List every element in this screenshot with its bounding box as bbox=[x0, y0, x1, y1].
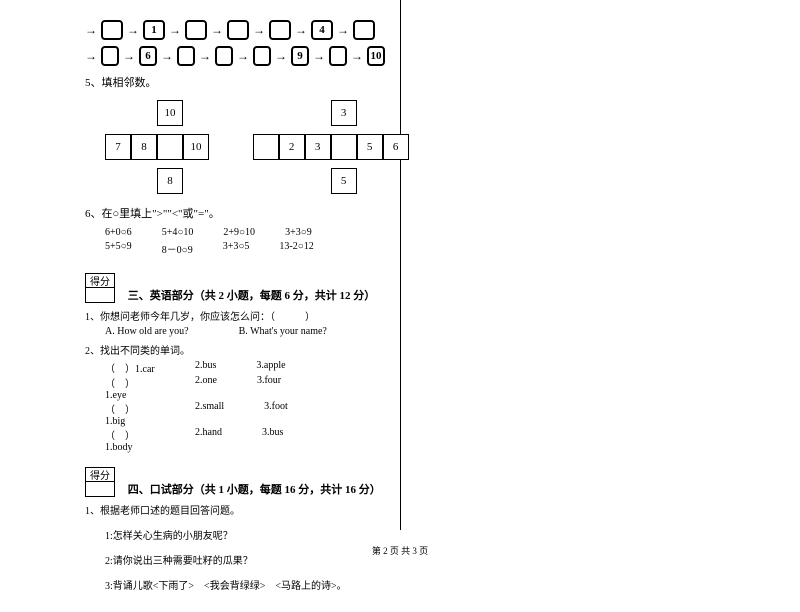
section-4-title: 四、口试部分（共 1 小题，每题 16 分，共计 16 分） bbox=[128, 484, 381, 496]
question-6-label: 6、在○里填上">""<"或"="。 bbox=[85, 205, 385, 221]
compare-item: 13-2○12 bbox=[279, 241, 313, 256]
arrow-icon: → bbox=[351, 49, 363, 64]
word-item: 2.bus bbox=[195, 360, 216, 375]
cell: 8 bbox=[157, 168, 183, 194]
seq-box: 9 bbox=[291, 46, 309, 66]
word-item: （ ）1.car bbox=[105, 360, 155, 375]
section-4-header: 得分 四、口试部分（共 1 小题，每题 16 分，共计 16 分） bbox=[85, 453, 385, 497]
word-row: （ ）1.body 2.hand 3.bus bbox=[105, 427, 385, 453]
score-box: 得分 bbox=[85, 273, 115, 303]
word-item: 2.small bbox=[195, 401, 224, 427]
compare-item: 5+5○9 bbox=[105, 241, 132, 256]
cell bbox=[157, 134, 183, 160]
compare-item: 6+0○6 bbox=[105, 227, 132, 238]
cell: 3 bbox=[305, 134, 331, 160]
seq-box bbox=[253, 46, 271, 66]
cross-1: 10 7 8 10 8 bbox=[105, 100, 213, 195]
score-label: 得分 bbox=[86, 468, 114, 482]
compare-item: 8－0○9 bbox=[162, 241, 193, 256]
seq-box: 10 bbox=[367, 46, 385, 66]
arrow-icon: → bbox=[169, 23, 181, 38]
arrow-icon: → bbox=[123, 49, 135, 64]
word-row: （ ）1.car 2.bus 3.apple bbox=[105, 360, 385, 375]
option-b: B. What's your name? bbox=[239, 326, 327, 337]
seq-box bbox=[101, 46, 119, 66]
score-box: 得分 bbox=[85, 467, 115, 497]
sequence-row-2: → → 6 → → → → 9 → → 10 bbox=[85, 46, 385, 66]
arrow-icon: → bbox=[313, 49, 325, 64]
word-item: 2.one bbox=[195, 375, 217, 401]
arrow-icon: → bbox=[275, 49, 287, 64]
seq-box: 6 bbox=[139, 46, 157, 66]
option-a: A. How old are you? bbox=[105, 326, 189, 337]
arrow-icon: → bbox=[253, 23, 265, 38]
word-row: （ ）1.big 2.small 3.foot bbox=[105, 401, 385, 427]
oral-item: 3:背诵儿歌<下雨了> <我会背绿绿> <马路上的诗>。 bbox=[105, 577, 385, 592]
question-5-label: 5、填相邻数。 bbox=[85, 74, 385, 90]
compare-row: 6+0○6 5+4○10 2+9○10 3+3○9 bbox=[105, 227, 385, 238]
page-footer: 第 2 页 共 3 页 bbox=[0, 544, 800, 557]
seq-box bbox=[227, 20, 249, 40]
word-item: 3.apple bbox=[256, 360, 285, 375]
page-content: → →1 → → → →4 → → →6 → → → →9 → →10 5、填相… bbox=[0, 0, 800, 612]
score-blank bbox=[86, 288, 114, 302]
arrow-icon: → bbox=[199, 49, 211, 64]
s3-q2: 2、找出不同类的单词。 bbox=[85, 342, 385, 357]
cell: 5 bbox=[331, 168, 357, 194]
arrow-icon: → bbox=[161, 49, 173, 64]
cell: 8 bbox=[131, 134, 157, 160]
compare-row: 5+5○9 8－0○9 3+3○5 13-2○12 bbox=[105, 241, 385, 256]
arrow-icon: → bbox=[85, 23, 97, 38]
word-item: 3.bus bbox=[262, 427, 283, 453]
score-blank bbox=[86, 482, 114, 496]
arrow-icon: → bbox=[237, 49, 249, 64]
word-item: 3.foot bbox=[264, 401, 288, 427]
oral-item: 1:怎样关心生病的小朋友呢？ bbox=[105, 527, 385, 542]
cell: 7 bbox=[105, 134, 131, 160]
seq-box bbox=[353, 20, 375, 40]
cell: 10 bbox=[183, 134, 209, 160]
cell: 10 bbox=[157, 100, 183, 126]
seq-box: 4 bbox=[311, 20, 333, 40]
compare-item: 2+9○10 bbox=[223, 227, 255, 238]
seq-box: 1 bbox=[143, 20, 165, 40]
seq-box bbox=[177, 46, 195, 66]
arrow-icon: → bbox=[337, 23, 349, 38]
seq-box bbox=[215, 46, 233, 66]
word-item: （ ）1.big bbox=[105, 401, 155, 427]
cross-diagrams: 10 7 8 10 8 3 2 3 5 6 5 bbox=[105, 100, 385, 195]
seq-box bbox=[329, 46, 347, 66]
s4-q1: 1、根据老师口述的题目回答问题。 bbox=[85, 502, 385, 517]
score-label: 得分 bbox=[86, 274, 114, 288]
cross-2: 3 2 3 5 6 5 bbox=[253, 100, 385, 195]
cell bbox=[331, 134, 357, 160]
word-row: （ ）1.eye 2.one 3.four bbox=[105, 375, 385, 401]
sequence-row-1: → → 1 → → → → 4 → bbox=[85, 20, 385, 40]
arrow-icon: → bbox=[211, 23, 223, 38]
word-item: 3.four bbox=[257, 375, 281, 401]
cell bbox=[253, 134, 279, 160]
section-3-title: 三、英语部分（共 2 小题，每题 6 分，共计 12 分） bbox=[128, 290, 376, 302]
cell: 6 bbox=[383, 134, 409, 160]
cell: 2 bbox=[279, 134, 305, 160]
cell: 3 bbox=[331, 100, 357, 126]
word-item: （ ）1.body bbox=[105, 427, 155, 453]
s3-q1: 1、你想问老师今年几岁，你应该怎么问：（ ） bbox=[85, 308, 385, 323]
word-item: （ ）1.eye bbox=[105, 375, 155, 401]
compare-item: 3+3○9 bbox=[285, 227, 312, 238]
arrow-icon: → bbox=[127, 23, 139, 38]
compare-item: 5+4○10 bbox=[162, 227, 194, 238]
word-item: 2.hand bbox=[195, 427, 222, 453]
seq-box bbox=[101, 20, 123, 40]
cell: 5 bbox=[357, 134, 383, 160]
arrow-icon: → bbox=[295, 23, 307, 38]
s3-q1-options: A. How old are you? B. What's your name? bbox=[105, 326, 385, 337]
section-3-header: 得分 三、英语部分（共 2 小题，每题 6 分，共计 12 分） bbox=[85, 259, 385, 303]
seq-box bbox=[185, 20, 207, 40]
arrow-icon: → bbox=[85, 49, 97, 64]
seq-box bbox=[269, 20, 291, 40]
compare-item: 3+3○5 bbox=[223, 241, 250, 256]
